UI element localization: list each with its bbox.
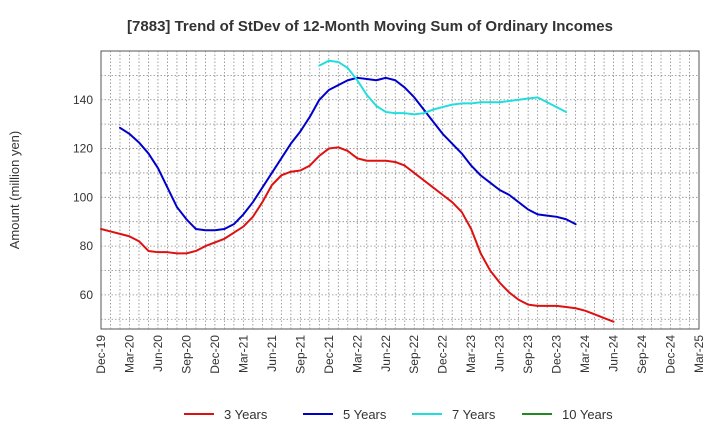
y-tick-label: 120 xyxy=(73,142,93,156)
legend-label: 7 Years xyxy=(452,407,496,422)
x-tick-label: Mar-22 xyxy=(350,335,364,373)
series-layer xyxy=(100,59,615,323)
x-tick-label: Mar-23 xyxy=(464,335,478,373)
legend-label: 10 Years xyxy=(562,407,613,422)
series-line-5-years xyxy=(118,76,577,232)
y-tick-label: 80 xyxy=(80,239,94,253)
x-tick-label: Mar-21 xyxy=(236,335,250,373)
x-tick-label: Mar-25 xyxy=(692,335,706,373)
y-tick-label: 60 xyxy=(80,288,94,302)
x-tick-label: Dec-19 xyxy=(94,335,108,374)
y-tick-label: 100 xyxy=(73,190,93,204)
x-tick-label: Sep-22 xyxy=(407,335,421,374)
plot-area xyxy=(100,50,700,330)
series-line-3-years xyxy=(100,146,615,323)
x-tick-label: Sep-24 xyxy=(635,335,649,374)
legend: 3 Years 5 Years 7 Years 10 Years xyxy=(184,407,613,422)
x-tick-label: Jun-21 xyxy=(265,335,279,372)
x-tick-label: Dec-23 xyxy=(550,335,564,374)
x-tick-label: Mar-20 xyxy=(122,335,136,373)
x-tick-label: Sep-21 xyxy=(293,335,307,374)
chart-title: [7883] Trend of StDev of 12-Month Moving… xyxy=(127,18,613,35)
y-tick-labels: 60 80 100 120 140 xyxy=(73,93,93,302)
legend-label: 3 Years xyxy=(224,407,268,422)
x-tick-label: Sep-20 xyxy=(179,335,193,374)
x-tick-label: Jun-24 xyxy=(607,335,621,372)
x-tick-label: Dec-20 xyxy=(208,335,222,374)
x-tick-label: Jun-22 xyxy=(379,335,393,372)
x-tick-label: Dec-21 xyxy=(322,335,336,374)
y-axis-label: Amount (million yen) xyxy=(7,131,22,250)
series-line-7-years xyxy=(318,59,568,116)
x-tick-labels: Dec-19 Mar-20 Jun-20 Sep-20 Dec-20 Mar-21 Jun-… xyxy=(94,335,706,374)
x-tick-label: Jun-23 xyxy=(493,335,507,372)
x-tick-label: Dec-24 xyxy=(664,335,678,374)
legend-label: 5 Years xyxy=(343,407,387,422)
x-tick-label: Jun-20 xyxy=(151,335,165,372)
y-tick-label: 140 xyxy=(73,93,93,107)
x-tick-label: Dec-22 xyxy=(436,335,450,374)
grid-layer xyxy=(101,51,699,329)
x-tick-label: Mar-24 xyxy=(578,335,592,373)
x-tick-label: Sep-23 xyxy=(521,335,535,374)
